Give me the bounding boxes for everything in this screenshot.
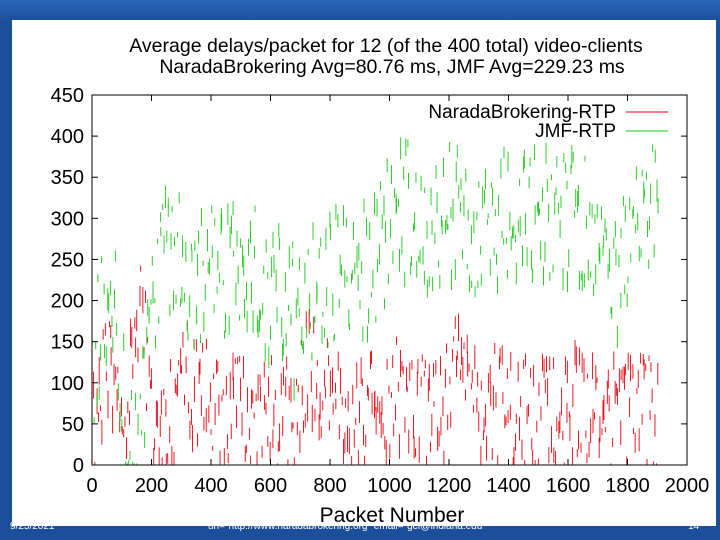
x-tick-label: 1200 bbox=[427, 475, 472, 497]
y-tick-label: 450 bbox=[51, 85, 84, 107]
x-tick-label: 800 bbox=[313, 475, 346, 497]
legend-label-jmf: JMF-RTP bbox=[535, 121, 616, 142]
x-tick-label: 200 bbox=[135, 475, 168, 497]
x-tick-label: 2000 bbox=[665, 475, 710, 497]
y-tick-label: 200 bbox=[51, 291, 84, 313]
x-tick-label: 600 bbox=[254, 475, 287, 497]
legend: NaradaBrokering-RTP JMF-RTP bbox=[428, 102, 668, 142]
slide-frame-top bbox=[0, 0, 720, 22]
x-tick-label: 1000 bbox=[367, 475, 412, 497]
axis-ticks: 0 50 100 150 200 250 300 350 400 450 0 200 400 600 800… bbox=[51, 85, 710, 497]
x-axis-label: Packet Number bbox=[320, 504, 465, 526]
series-naradabrokering-rtp bbox=[93, 265, 659, 465]
chart-subtitle: NaradaBrokering Avg=80.76 ms, JMF Avg=22… bbox=[159, 56, 625, 78]
plot-marks bbox=[93, 137, 659, 465]
delay-chart: Average delays/packet for 12 (of the 400… bbox=[51, 35, 710, 526]
y-tick-label: 400 bbox=[51, 126, 84, 148]
y-tick-label: 100 bbox=[51, 373, 84, 395]
slide-frame-bottom bbox=[0, 522, 720, 540]
x-tick-label: 0 bbox=[86, 475, 97, 497]
series-jmf-rtp bbox=[93, 137, 659, 465]
footer-date: 9/25/2021 bbox=[10, 521, 55, 532]
y-tick-label: 50 bbox=[62, 414, 84, 436]
y-tick-label: 250 bbox=[51, 249, 84, 271]
y-tick-label: 350 bbox=[51, 167, 84, 189]
x-tick-label: 1600 bbox=[546, 475, 591, 497]
footer-page-number: 14 bbox=[688, 521, 700, 532]
slide-canvas: Average delays/packet for 12 (of the 400… bbox=[12, 20, 716, 526]
legend-label-narada: NaradaBrokering-RTP bbox=[428, 102, 616, 123]
x-tick-label: 400 bbox=[194, 475, 227, 497]
footer-url-email: url="http://www.naradabrokering.org" ema… bbox=[208, 521, 486, 532]
y-tick-label: 0 bbox=[73, 455, 84, 477]
chart-title: Average delays/packet for 12 (of the 400… bbox=[129, 35, 643, 57]
y-tick-label: 300 bbox=[51, 208, 84, 230]
x-tick-label: 1400 bbox=[486, 475, 531, 497]
plot-frame bbox=[91, 94, 688, 466]
y-tick-label: 150 bbox=[51, 332, 84, 354]
x-tick-label: 1800 bbox=[605, 475, 650, 497]
